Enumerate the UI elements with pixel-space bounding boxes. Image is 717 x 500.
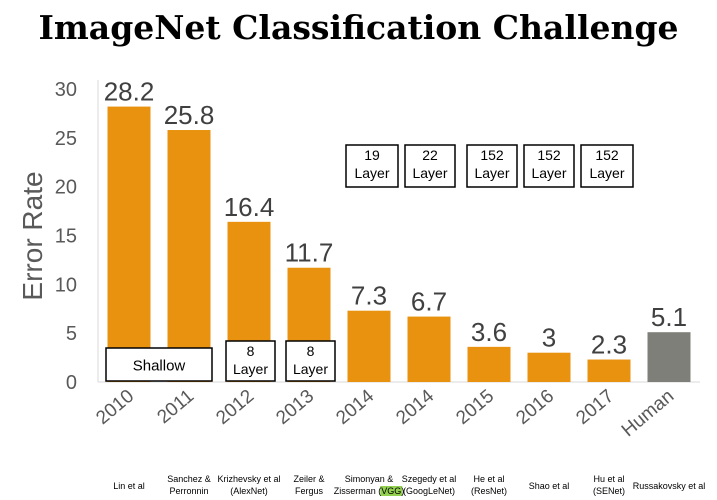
annotation-box-zf: 8 Layer [285, 340, 336, 382]
annotation-text: Shallow [133, 358, 186, 375]
bar [467, 346, 511, 382]
author-label: Zisserman (VGG) [334, 486, 405, 496]
annotation-box-frame [285, 340, 336, 382]
annotation-box-shao: 152 Layer [523, 144, 575, 188]
annotation-text: 152 [480, 147, 504, 163]
author-label: (SENet) [593, 486, 625, 496]
x-tick-label: Human [618, 386, 678, 441]
y-tick-label: 30 [55, 79, 77, 101]
annotation-text: Layer [293, 361, 328, 377]
chart-title: ImageNet Classification Challenge [38, 8, 679, 47]
annotation-box-shallow: Shallow [105, 347, 213, 382]
annotation-box-vgg: 19 Layer [345, 144, 399, 188]
author-label: Krizhevsky et al [217, 474, 280, 484]
annotation-box-frame [580, 144, 634, 188]
author-label: Russakovsky et al [633, 481, 706, 491]
annotation-text: 8 [307, 343, 315, 359]
bar-value-label: 28.2 [104, 77, 155, 107]
annotation-text: Layer [474, 165, 509, 181]
author-label: Fergus [295, 486, 324, 496]
x-tick-label: 2010 [92, 386, 138, 429]
bar [587, 359, 631, 382]
y-axis-label: Error Rate [17, 171, 48, 300]
annotation-text: Layer [412, 165, 447, 181]
bar [647, 332, 691, 382]
bar [167, 130, 211, 382]
x-tick-label: 2017 [572, 386, 618, 429]
highlight-span: VGG [381, 486, 401, 496]
y-tick-label: 20 [55, 177, 77, 199]
x-tick-label: 2014 [392, 385, 438, 429]
bar-value-label: 3 [542, 323, 556, 353]
author-label: Perronnin [169, 486, 208, 496]
annotation-text: 152 [595, 147, 619, 163]
annotation-text: Layer [233, 361, 268, 377]
annotation-box-frame [404, 144, 456, 188]
author-label: Zeiler & [293, 474, 324, 484]
x-tick-label: 2015 [452, 386, 498, 429]
author-label: He et al [473, 474, 504, 484]
author-label: Szegedy et al [402, 474, 457, 484]
x-tick-label: 2016 [512, 386, 558, 429]
annotation-box-frame [345, 144, 399, 188]
x-tick-label: 2012 [212, 386, 258, 429]
annotation-box-googlenet: 22 Layer [404, 144, 456, 188]
annotation-text: Layer [354, 165, 389, 181]
author-label: Simonyan & [345, 474, 394, 484]
annotation-box-frame [466, 144, 518, 188]
bar-value-label: 25.8 [164, 100, 215, 130]
bar-value-label: 6.7 [411, 287, 447, 317]
annotation-box-frame [523, 144, 575, 188]
bar [527, 352, 571, 382]
annotation-box-frame [105, 347, 213, 382]
author-label: (GoogLeNet) [403, 486, 455, 496]
y-tick-label: 5 [66, 323, 77, 345]
x-tick-label: 2014 [332, 385, 378, 429]
bar [347, 310, 391, 382]
annotation-box-resnet: 152 Layer [466, 144, 518, 188]
x-tick-label: 2013 [272, 386, 318, 429]
bar-value-label: 7.3 [351, 281, 387, 311]
author-label: Shao et al [529, 481, 570, 491]
author-label: Hu et al [593, 474, 624, 484]
y-tick-label: 15 [55, 226, 77, 248]
author-label: (AlexNet) [230, 486, 268, 496]
bar-value-label: 16.4 [224, 192, 275, 222]
y-tick-label: 0 [66, 372, 77, 394]
bar-value-label: 2.3 [591, 330, 627, 360]
author-label: Lin et al [113, 481, 145, 491]
annotation-text: Layer [589, 165, 624, 181]
bar [407, 316, 451, 382]
x-tick-label: 2011 [153, 386, 198, 428]
annotation-text: Layer [531, 165, 566, 181]
annotation-text: 19 [364, 147, 380, 163]
author-label: (ResNet) [471, 486, 507, 496]
annotation-text: 8 [247, 343, 255, 359]
author-label: Sanchez & [167, 474, 211, 484]
highlight-marker [380, 486, 403, 496]
annotation-box-alexnet: 8 Layer [225, 340, 276, 382]
annotation-box-senet: 152 Layer [580, 144, 634, 188]
annotation-text: 152 [537, 147, 561, 163]
bar-value-label: 3.6 [471, 317, 507, 347]
annotation-text: 22 [422, 147, 438, 163]
y-tick-label: 10 [55, 274, 77, 296]
bar [107, 106, 151, 382]
bar-value-label: 5.1 [651, 302, 687, 332]
annotation-box-frame [225, 340, 276, 382]
bar-value-label: 11.7 [285, 238, 334, 268]
y-tick-label: 25 [55, 128, 77, 150]
